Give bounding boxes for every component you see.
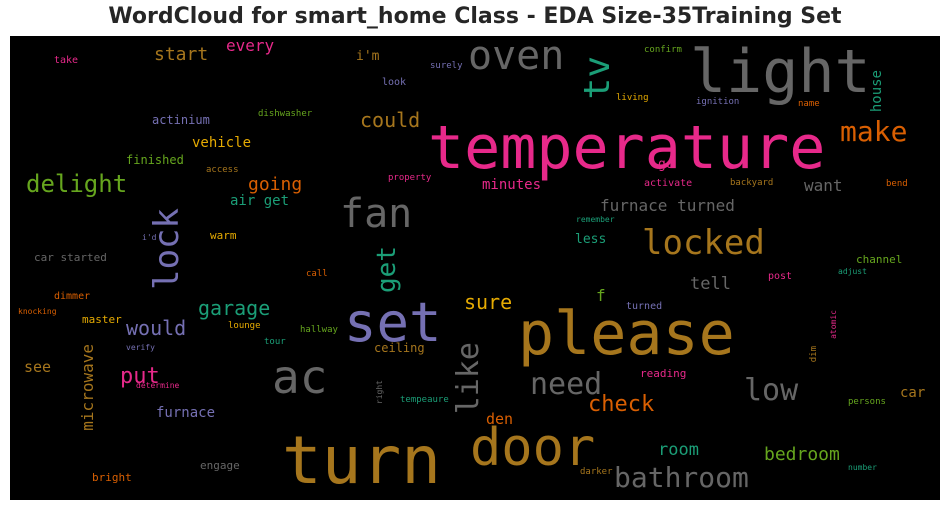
chart-title: WordCloud for smart_home Class - EDA Siz… xyxy=(108,4,842,29)
word-67: name xyxy=(798,99,820,109)
word-65: living xyxy=(616,93,649,103)
word-8: ac xyxy=(272,350,328,404)
word-53: car started xyxy=(34,251,107,264)
word-13: delight xyxy=(26,170,128,198)
word-17: bathroom xyxy=(614,461,749,494)
word-63: confirm xyxy=(644,45,682,55)
word-4: set xyxy=(344,291,442,354)
word-29: bedroom xyxy=(764,444,840,465)
word-32: want xyxy=(804,176,843,195)
word-25: going xyxy=(248,174,303,195)
word-62: dishwasher xyxy=(258,109,313,119)
word-41: vehicle xyxy=(192,135,252,151)
word-55: reading xyxy=(640,367,687,380)
word-39: f xyxy=(596,286,606,305)
word-33: minutes xyxy=(482,177,542,193)
word-81: determine xyxy=(136,381,180,390)
word-69: property xyxy=(388,173,432,183)
word-12: make xyxy=(840,115,908,148)
word-21: check xyxy=(588,392,655,417)
word-83: tempeaure xyxy=(400,395,449,405)
word-42: air get xyxy=(230,193,290,209)
word-82: right xyxy=(375,380,384,405)
word-31: tell xyxy=(690,274,731,294)
word-20: put xyxy=(120,364,160,389)
word-79: tour xyxy=(264,337,286,347)
word-75: adjust xyxy=(838,267,867,276)
word-18: get xyxy=(372,246,402,293)
word-74: call xyxy=(306,269,328,279)
word-51: engage xyxy=(200,459,240,472)
word-37: furnace xyxy=(156,405,216,421)
word-46: go xyxy=(658,157,674,172)
word-85: number xyxy=(848,463,877,472)
word-3: please xyxy=(518,299,735,369)
word-11: locked xyxy=(642,223,765,263)
word-52: bright xyxy=(92,471,132,484)
word-72: remember xyxy=(576,215,615,224)
word-24: sure xyxy=(464,290,513,314)
word-86: darker xyxy=(580,467,613,477)
word-28: every xyxy=(226,36,275,55)
word-26: furnace turned xyxy=(600,196,735,215)
word-1: light xyxy=(690,37,871,107)
word-50: master xyxy=(82,313,122,326)
word-16: low xyxy=(744,373,799,408)
word-44: actinium xyxy=(152,113,210,127)
word-5: door xyxy=(470,418,596,478)
word-58: take xyxy=(54,55,79,66)
word-76: knocking xyxy=(18,307,57,316)
word-cloud-canvas: temperature light turn please set door oven tv a… xyxy=(10,36,940,500)
word-84: persons xyxy=(848,397,886,407)
word-47: less xyxy=(575,232,607,247)
word-27: start xyxy=(154,44,209,65)
word-10: lock xyxy=(147,208,187,290)
word-73: i'd xyxy=(142,233,157,242)
word-15: like xyxy=(451,342,486,415)
word-64: surely xyxy=(430,61,463,71)
word-2: turn xyxy=(282,422,441,499)
word-0: temperature xyxy=(428,113,826,183)
word-30: room xyxy=(658,440,699,460)
word-38: house xyxy=(869,70,885,113)
word-48: ceiling xyxy=(374,341,425,355)
word-23: garage xyxy=(198,296,271,320)
word-61: turned xyxy=(626,301,663,312)
word-80: verify xyxy=(126,343,155,352)
word-77: lounge xyxy=(228,321,261,331)
word-70: backyard xyxy=(730,178,774,188)
word-36: see xyxy=(24,358,52,376)
word-40: car xyxy=(900,385,926,401)
word-7: tv xyxy=(577,56,618,100)
word-68: access xyxy=(206,165,239,175)
word-71: bend xyxy=(886,179,908,189)
word-34: microwave xyxy=(78,344,97,431)
word-66: ignition xyxy=(696,97,740,107)
word-57: activate xyxy=(644,178,693,189)
word-6: oven xyxy=(468,36,565,79)
word-54: dimmer xyxy=(54,291,91,302)
word-59: look xyxy=(382,77,407,88)
word-78: hallway xyxy=(300,325,338,335)
word-45: finished xyxy=(126,153,184,167)
word-87: dim xyxy=(809,346,819,363)
word-43: i'm xyxy=(356,49,380,64)
word-19: could xyxy=(360,108,421,132)
word-49: warm xyxy=(210,229,237,242)
word-14: need xyxy=(530,367,603,402)
word-60: post xyxy=(768,271,793,282)
word-22: would xyxy=(126,316,187,340)
word-9: fan xyxy=(340,191,413,237)
word-88: atomic xyxy=(829,310,838,339)
word-35: den xyxy=(486,410,514,428)
word-56: channel xyxy=(856,253,903,266)
